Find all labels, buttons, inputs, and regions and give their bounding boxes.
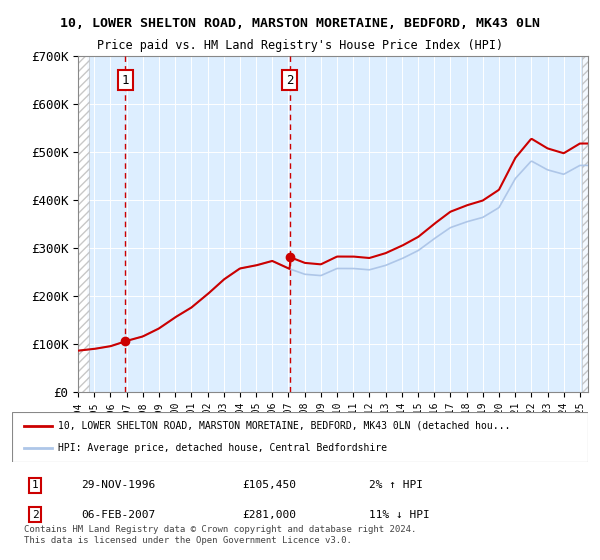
Text: 10, LOWER SHELTON ROAD, MARSTON MORETAINE, BEDFORD, MK43 0LN (detached hou...: 10, LOWER SHELTON ROAD, MARSTON MORETAIN… [58,421,511,431]
Text: 1: 1 [32,480,38,491]
Text: Price paid vs. HM Land Registry's House Price Index (HPI): Price paid vs. HM Land Registry's House … [97,39,503,52]
Text: HPI: Average price, detached house, Central Bedfordshire: HPI: Average price, detached house, Cent… [58,443,387,453]
Bar [78,56,89,392]
Bar [78,56,86,392]
Bar [581,56,588,392]
Text: 11% ↓ HPI: 11% ↓ HPI [369,510,430,520]
Text: 29-NOV-1996: 29-NOV-1996 [81,480,155,491]
Text: 2: 2 [32,510,38,520]
Text: £105,450: £105,450 [242,480,296,491]
Text: 1: 1 [121,73,129,86]
Text: 2% ↑ HPI: 2% ↑ HPI [369,480,423,491]
Text: 2: 2 [286,73,293,86]
Text: £281,000: £281,000 [242,510,296,520]
Text: Contains HM Land Registry data © Crown copyright and database right 2024.
This d: Contains HM Land Registry data © Crown c… [23,525,416,545]
Text: 10, LOWER SHELTON ROAD, MARSTON MORETAINE, BEDFORD, MK43 0LN: 10, LOWER SHELTON ROAD, MARSTON MORETAIN… [60,17,540,30]
FancyBboxPatch shape [12,412,588,462]
Text: 06-FEB-2007: 06-FEB-2007 [81,510,155,520]
